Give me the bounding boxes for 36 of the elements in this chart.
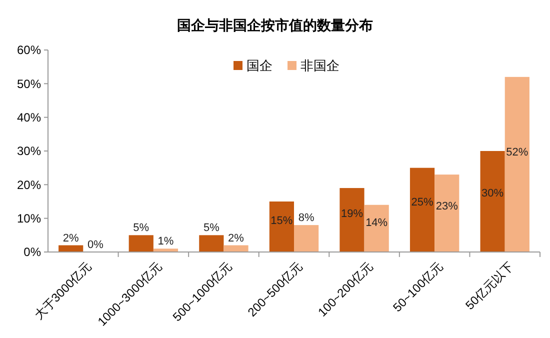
y-tick-label: 30% (16, 144, 42, 158)
bar (199, 235, 224, 252)
x-tick-label: 50亿元以下 (462, 259, 516, 312)
data-label: 2% (228, 232, 244, 244)
bar (364, 204, 389, 252)
data-label: 25% (411, 196, 434, 209)
data-label: 2% (62, 232, 80, 244)
data-label: 52% (506, 146, 528, 159)
y-tick-label: 40% (16, 110, 42, 125)
y-tick-label: 0% (24, 245, 42, 260)
y-tick-label: 20% (16, 178, 42, 192)
data-label: 0% (87, 239, 104, 251)
data-label: 30% (482, 187, 504, 200)
data-label: 14% (366, 217, 388, 230)
data-label: 19% (340, 208, 364, 220)
bar (480, 151, 505, 252)
bar (410, 168, 435, 252)
legend-label: 非国企 (300, 58, 340, 73)
data-label: 8% (298, 212, 314, 224)
bar (504, 76, 530, 252)
bar (269, 202, 294, 252)
y-tick-label: 10% (16, 212, 42, 226)
bar (224, 245, 248, 252)
data-label: 23% (436, 200, 458, 212)
legend-label: 国企 (246, 58, 272, 73)
chart-title: 国企与非国企按市值的数量分布 (177, 17, 373, 33)
bar (294, 225, 319, 252)
data-label: 5% (203, 222, 220, 234)
data-label: 1% (158, 236, 174, 248)
data-label: 15% (270, 215, 293, 228)
bar (340, 188, 364, 252)
data-label: 5% (133, 222, 150, 234)
y-tick-label: 60% (16, 43, 42, 58)
y-tick-label: 50% (16, 76, 42, 91)
bar (128, 235, 154, 252)
bar (434, 174, 460, 252)
